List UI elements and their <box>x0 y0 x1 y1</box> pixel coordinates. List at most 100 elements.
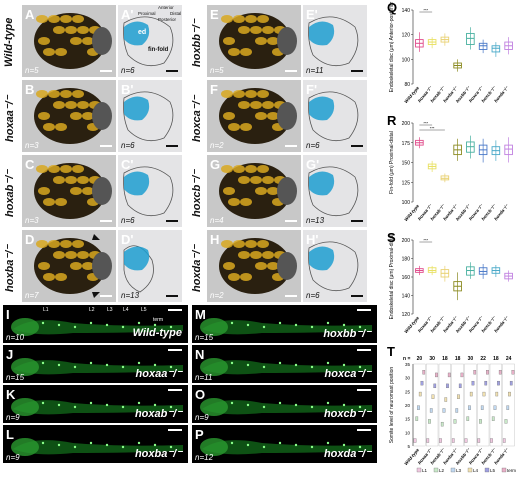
neuromast-dot <box>294 443 298 447</box>
fin-cartilage-svg <box>123 166 174 217</box>
pigment-spot <box>238 101 250 109</box>
neuromast-dot <box>153 363 157 367</box>
sample-size: n=4 <box>210 216 224 225</box>
x-tick-label: hoxda⁻/⁻ <box>493 85 510 103</box>
pigment-spot <box>36 90 48 98</box>
pigment-spot <box>228 198 240 206</box>
fin-cartilage-photo <box>303 155 367 227</box>
pigment-spot <box>72 165 84 173</box>
series-box <box>482 391 486 397</box>
neuromast-dot <box>41 441 45 445</box>
neuromast-dot <box>278 361 282 365</box>
box <box>427 39 437 45</box>
neuromast-dot <box>294 403 298 407</box>
neuromast-dot <box>326 441 330 445</box>
neuromast-dot <box>342 403 346 407</box>
pigment-spot <box>245 165 257 173</box>
series-box <box>446 383 449 389</box>
panel-label: A <box>25 7 35 22</box>
pigment-spot <box>257 15 269 23</box>
pigment-spot <box>262 251 274 259</box>
y-tick-label: 140 <box>402 294 411 300</box>
box <box>466 141 475 153</box>
pigment-spot <box>36 240 48 248</box>
panel-label: F' <box>306 82 318 97</box>
gfp-photo <box>192 425 377 463</box>
endoskeletal-disc <box>124 171 150 196</box>
y-tick-label: 20 <box>405 403 411 408</box>
pigment-spot <box>233 15 245 23</box>
pigment-spot <box>43 273 55 281</box>
pigment-spot <box>257 165 269 173</box>
scale-bar <box>100 145 112 147</box>
sample-size: n=11 <box>306 66 324 75</box>
neuromast-dot <box>326 361 330 365</box>
fin-cartilage-photo <box>118 5 182 77</box>
pigment-spot <box>36 15 48 23</box>
box <box>504 272 513 280</box>
genotype-column <box>438 363 451 447</box>
genotype-label: hoxba⁻/⁻ <box>134 448 182 460</box>
panel-label: B <box>25 82 35 97</box>
fin-fold-outline <box>123 166 174 217</box>
n-value: 30 <box>429 356 435 362</box>
y-tick-label: 100 <box>402 57 411 63</box>
box <box>415 39 424 48</box>
neuromast-dot <box>262 365 266 369</box>
pigment-spot <box>53 26 65 34</box>
x-tick-label: hoxda⁻/⁻ <box>493 447 510 465</box>
sample-size: n=6 <box>306 141 320 150</box>
pigment-spot <box>38 262 50 270</box>
box <box>453 281 462 292</box>
series-box <box>426 438 430 443</box>
neuromast-dot <box>310 325 314 329</box>
series-box <box>413 438 417 443</box>
gfp-photo <box>192 305 377 343</box>
legend-swatch <box>433 467 439 473</box>
pigment-spot <box>255 262 267 270</box>
box <box>440 36 450 43</box>
legend-label: L3 <box>456 468 462 473</box>
series-box <box>490 438 493 443</box>
pigment-spot <box>250 101 262 109</box>
scale-bar <box>357 349 371 351</box>
fin-fold-outline <box>308 241 359 292</box>
series-box <box>420 380 424 386</box>
pigment-spot <box>77 176 89 184</box>
genotype-label: hoxba⁻/⁻ <box>4 244 16 292</box>
pigment-spot <box>223 37 235 45</box>
pigment-spot <box>65 251 77 259</box>
panel-label: J <box>6 347 14 362</box>
pigment-spot <box>82 37 94 45</box>
series-box <box>464 438 468 443</box>
pigment-spot <box>233 165 245 173</box>
pigment-spot <box>38 112 50 120</box>
sample-size: n=5 <box>25 66 39 75</box>
genotype-label: hoxca⁻/⁻ <box>191 95 203 142</box>
n-value: 18 <box>442 356 448 362</box>
neuromast-dot <box>121 365 125 369</box>
head-photo-svg <box>219 13 297 69</box>
sample-size: n=11 <box>195 373 213 382</box>
neuromast-dot <box>57 443 61 447</box>
head-photo-svg <box>34 234 112 298</box>
fin-cartilage-svg <box>308 16 359 67</box>
series-box <box>508 391 511 397</box>
sample-size: n=3 <box>25 216 39 225</box>
y-tick-label: 150 <box>402 161 411 167</box>
series-box <box>469 391 473 397</box>
series-box <box>506 405 510 410</box>
head-photo-svg <box>219 163 297 219</box>
n-label: n = <box>403 356 410 362</box>
neuromast-dot <box>137 361 141 365</box>
neuromast-dot <box>246 323 250 327</box>
scale-bar <box>351 220 363 222</box>
genotype-label: hoxcb⁻/⁻ <box>191 169 203 217</box>
neuromast-dot <box>310 365 314 369</box>
box <box>504 41 513 50</box>
box <box>415 268 424 273</box>
scale-bar <box>357 389 371 391</box>
legend-label: L2 <box>439 468 445 473</box>
pigment-spot <box>267 37 279 45</box>
pigment-spot <box>233 240 245 248</box>
